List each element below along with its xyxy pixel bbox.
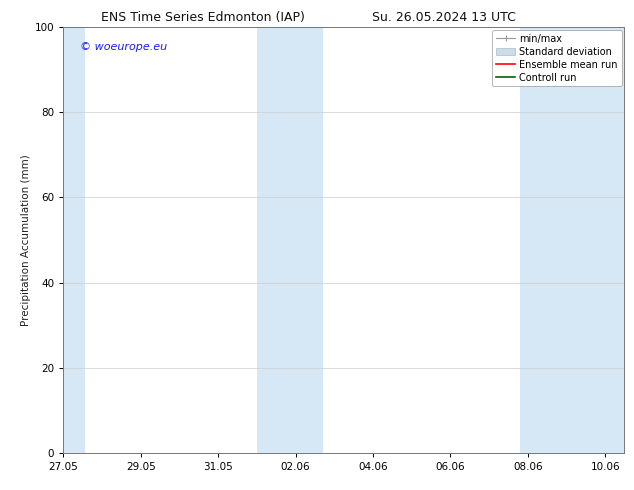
Legend: min/max, Standard deviation, Ensemble mean run, Controll run: min/max, Standard deviation, Ensemble me… [492, 30, 621, 86]
Y-axis label: Precipitation Accumulation (mm): Precipitation Accumulation (mm) [20, 154, 30, 326]
Text: ENS Time Series Edmonton (IAP): ENS Time Series Edmonton (IAP) [101, 11, 305, 24]
Text: © woeurope.eu: © woeurope.eu [81, 42, 167, 52]
Bar [257, 27, 323, 453]
Bar [520, 27, 624, 453]
Bar [63, 27, 85, 453]
Text: Su. 26.05.2024 13 UTC: Su. 26.05.2024 13 UTC [372, 11, 515, 24]
